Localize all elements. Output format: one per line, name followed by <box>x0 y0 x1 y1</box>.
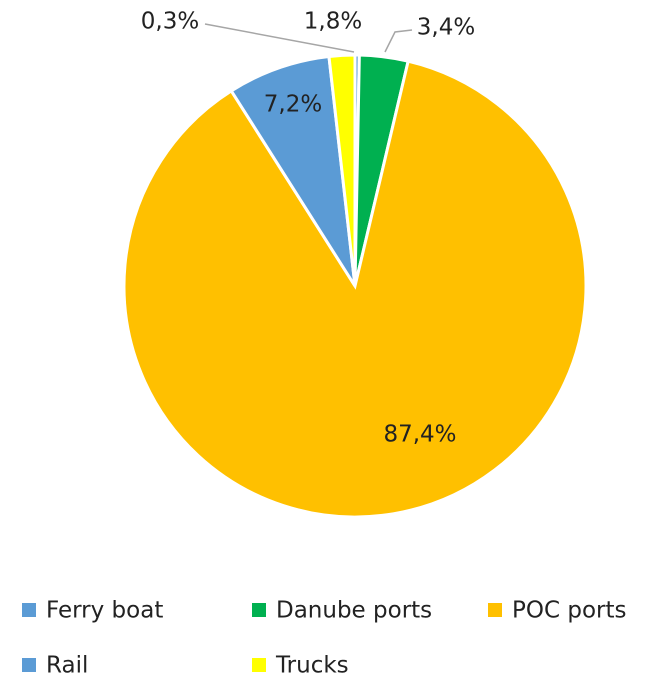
data-label: 0,3% <box>141 9 199 35</box>
pie-slice <box>122 59 588 519</box>
leader-line <box>384 29 413 53</box>
data-label: 7,2% <box>264 92 322 118</box>
legend-swatch <box>252 658 266 672</box>
legend-label: Trucks <box>275 653 349 679</box>
legend-label: POC ports <box>512 598 626 624</box>
legend-swatch <box>22 603 36 617</box>
pie-slice <box>327 53 357 287</box>
pie-slice <box>229 54 357 287</box>
leader-line <box>204 23 355 53</box>
data-label: 1,8% <box>304 9 362 35</box>
data-label: 3,4% <box>417 15 475 41</box>
legend-swatch <box>488 603 502 617</box>
legend-swatch <box>252 603 266 617</box>
legend-label: Rail <box>46 653 88 679</box>
legend-swatch <box>22 658 36 672</box>
legend-label: Ferry boat <box>46 598 163 624</box>
legend-label: Danube ports <box>276 598 432 624</box>
data-label: 87,4% <box>383 422 456 448</box>
